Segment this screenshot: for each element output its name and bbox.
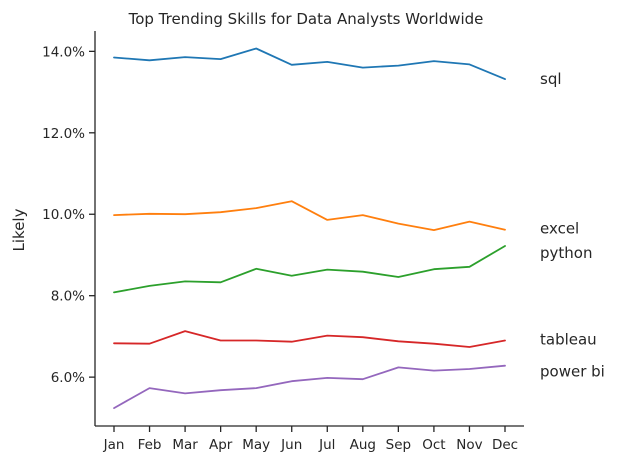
x-tick-label: Jun (280, 437, 302, 453)
y-tick-label: 8.0% (51, 289, 85, 305)
series-label-excel: excel (540, 220, 579, 238)
series-line-excel (113, 200, 506, 232)
x-tick-label: Feb (138, 437, 162, 453)
y-tick-label: 12.0% (42, 126, 85, 142)
series-line-sql (113, 47, 506, 80)
series-label-tableau: tableau (540, 330, 597, 348)
y-tick-label: 6.0% (51, 370, 85, 386)
y-axis-label: Likely (10, 208, 28, 251)
x-tick-label: Mar (172, 437, 198, 453)
series-line-python (113, 245, 506, 294)
series-label-python: python (540, 244, 592, 262)
ticks-layer: Jan Feb Mar Apr May Jun Jul Aug Sep Oct Nov Dec 6.0%… (42, 44, 518, 453)
x-tick-label: Apr (209, 437, 233, 453)
y-tick-label: 14.0% (42, 44, 85, 60)
series-label-sql: sql (540, 70, 562, 88)
x-tick-label: Nov (456, 437, 482, 453)
x-tick-label: Dec (492, 437, 518, 453)
x-tick-label: Sep (386, 437, 411, 453)
series-label-power-bi: power bi (540, 363, 605, 381)
x-tick-label: Jan (103, 437, 125, 453)
x-tick-label: Oct (422, 437, 445, 453)
x-tick-label: Jul (318, 437, 335, 453)
series-line-power-bi (113, 364, 506, 410)
y-tick-label: 10.0% (42, 207, 85, 223)
series-labels-layer: sql excel python tableau power bi (540, 70, 605, 381)
lines-layer (113, 47, 506, 410)
x-tick-label: May (242, 437, 270, 453)
x-tick-label: Aug (350, 437, 376, 453)
chart-title: Top Trending Skills for Data Analysts Wo… (128, 10, 484, 28)
series-line-tableau (113, 330, 506, 348)
